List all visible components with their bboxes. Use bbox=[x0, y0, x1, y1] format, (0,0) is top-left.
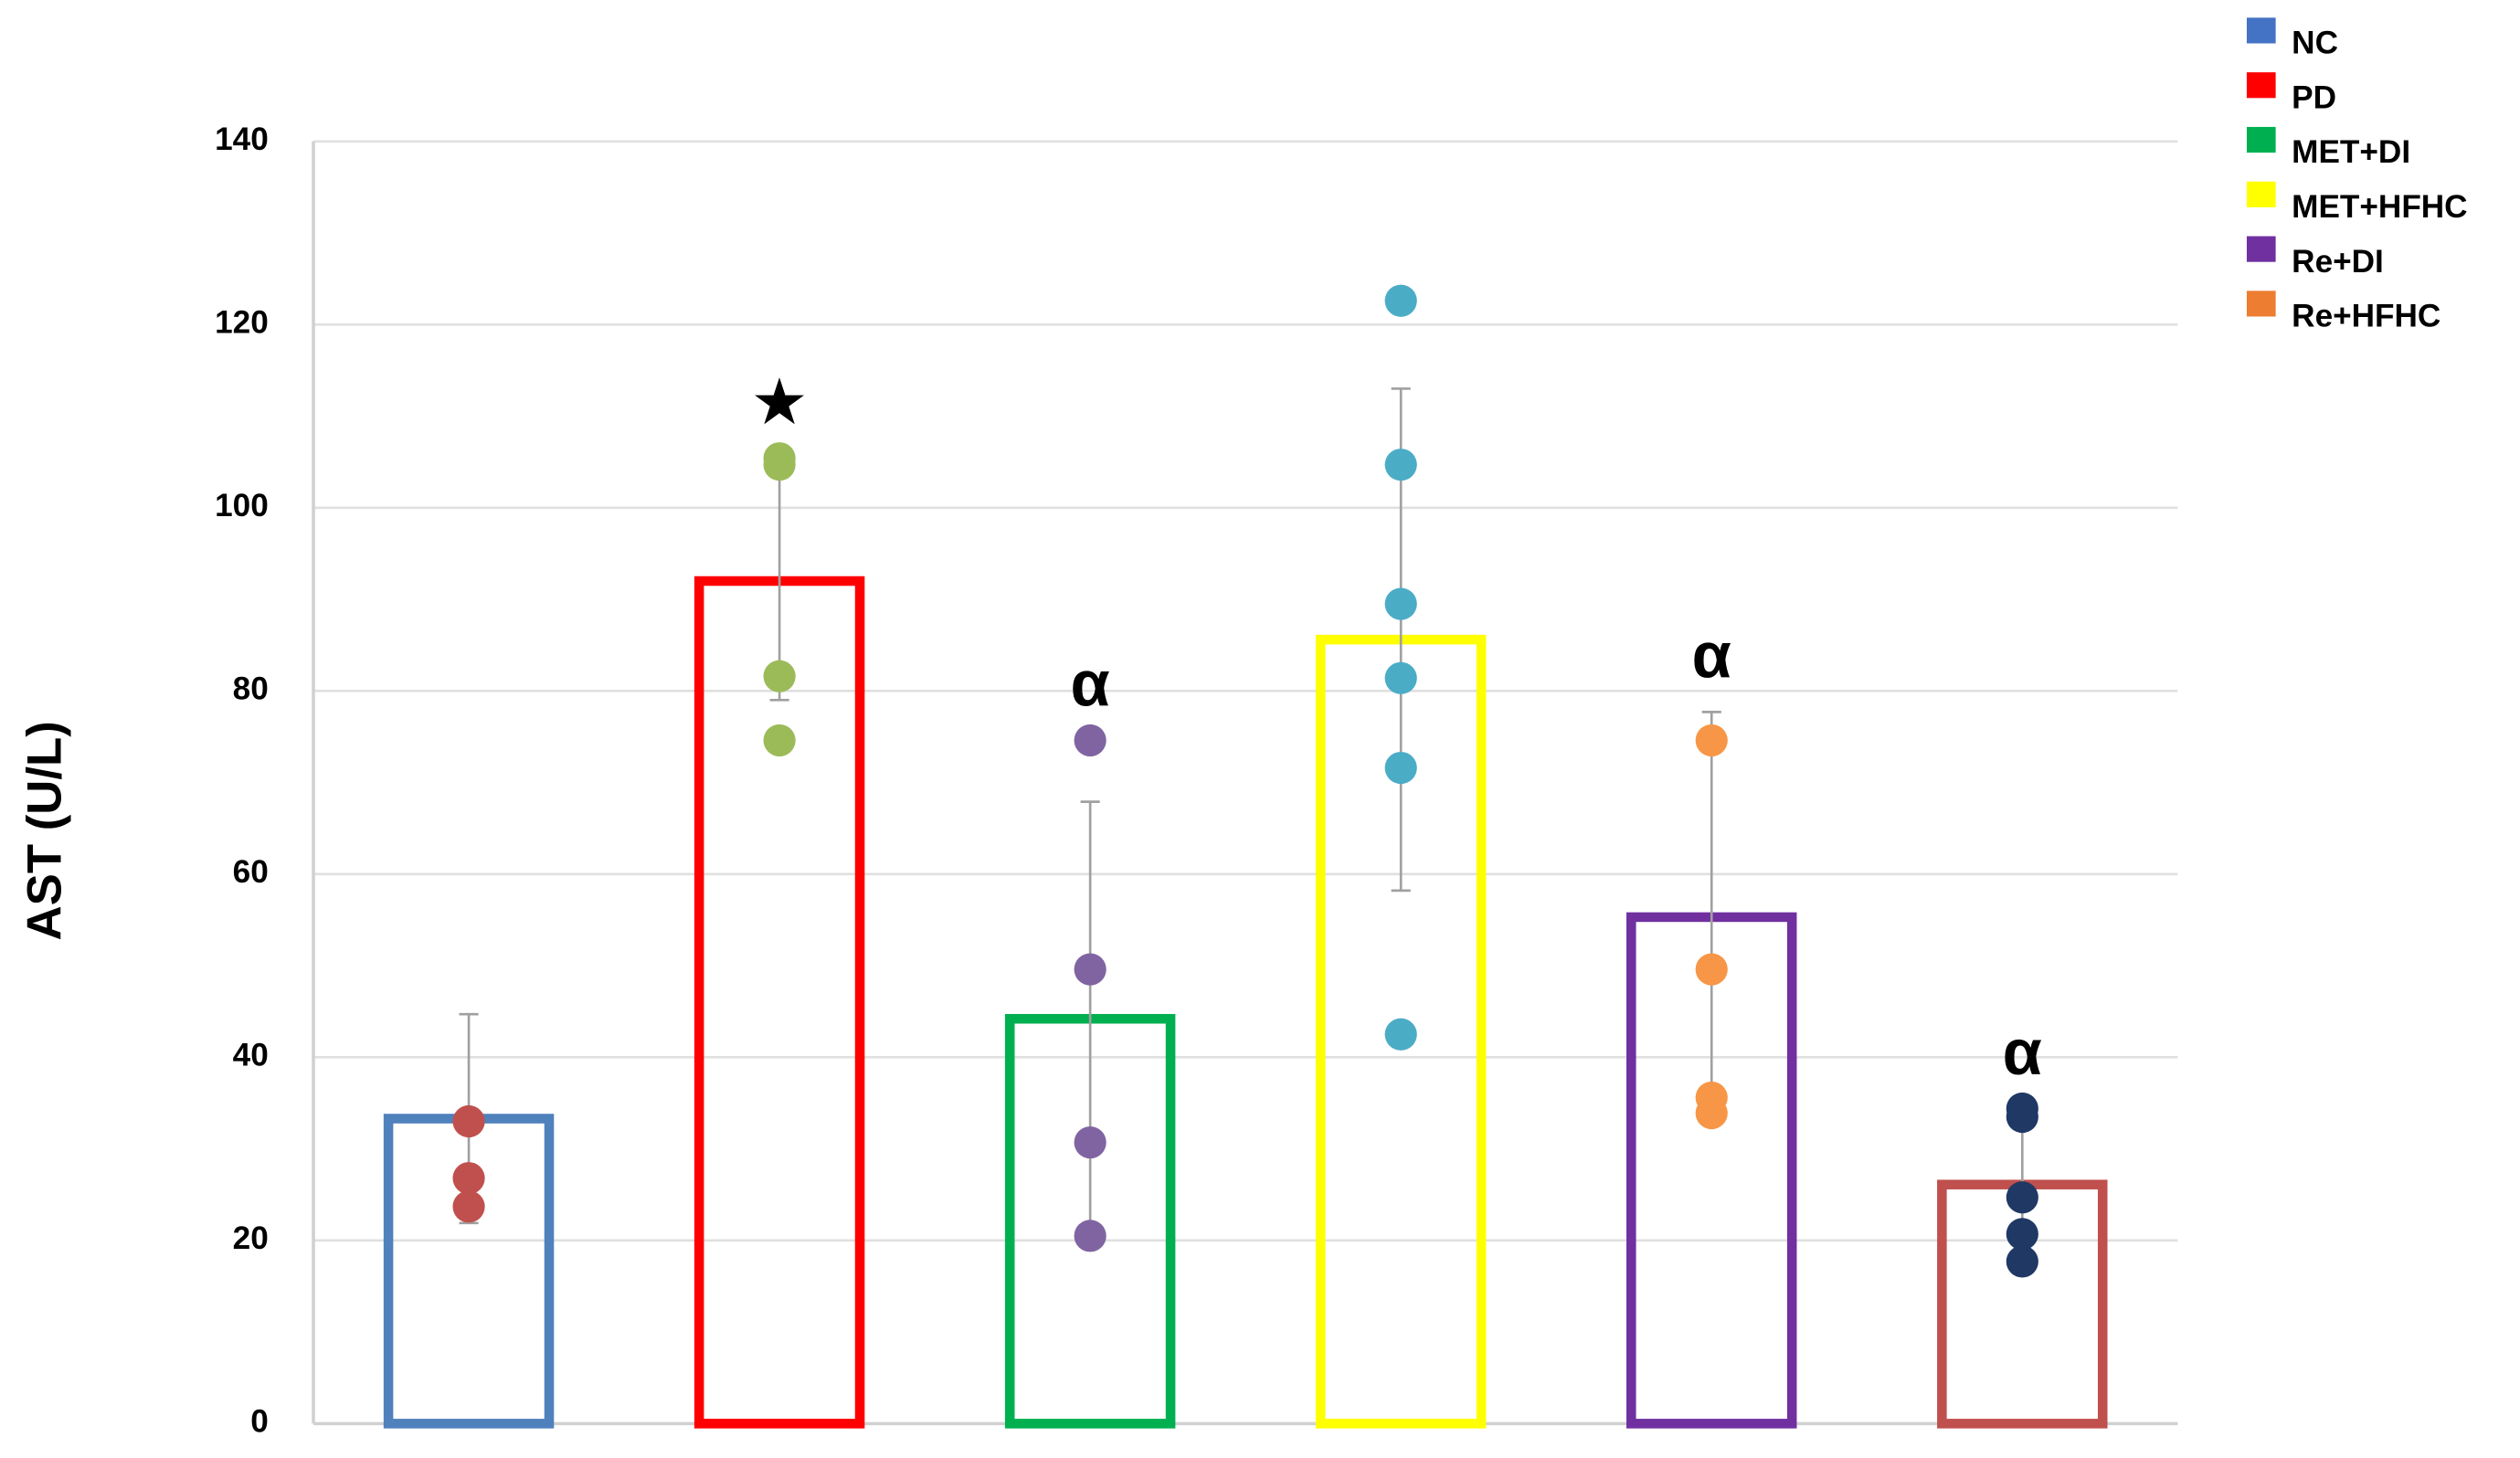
data-point bbox=[1384, 751, 1417, 785]
data-point bbox=[2006, 1100, 2038, 1134]
data-point bbox=[452, 1190, 485, 1223]
annotation: ★ bbox=[751, 365, 809, 438]
data-point bbox=[1074, 1125, 1106, 1159]
legend-label: Re+DI bbox=[2292, 244, 2384, 280]
data-point bbox=[763, 449, 796, 481]
legend-label: NC bbox=[2292, 26, 2338, 61]
legend-swatch bbox=[2246, 17, 2276, 44]
data-point bbox=[763, 660, 796, 692]
data-point bbox=[1074, 1220, 1106, 1252]
data-point bbox=[1384, 284, 1417, 317]
data-point bbox=[1384, 661, 1417, 694]
y-tick-label: 100 bbox=[215, 488, 269, 523]
data-point bbox=[452, 1104, 485, 1138]
data-point bbox=[2006, 1181, 2038, 1214]
data-point bbox=[1695, 953, 1728, 986]
legend-swatch bbox=[2246, 236, 2276, 262]
legend-swatch bbox=[2246, 126, 2276, 153]
y-tick-label: 140 bbox=[215, 122, 269, 157]
y-axis-label: AST (U/L) bbox=[18, 721, 72, 940]
annotation: α bbox=[1071, 648, 1110, 720]
y-tick-label: 40 bbox=[233, 1038, 269, 1073]
data-point bbox=[763, 724, 796, 757]
data-point bbox=[2006, 1218, 2038, 1251]
data-point bbox=[452, 1162, 485, 1195]
data-point bbox=[1074, 724, 1106, 757]
legend-label: MET+HFHC bbox=[2292, 189, 2467, 225]
annotation: α bbox=[1692, 619, 1731, 692]
y-tick-label: 20 bbox=[233, 1220, 269, 1256]
legend-swatch bbox=[2246, 181, 2276, 207]
data-point bbox=[1384, 587, 1417, 620]
data-point bbox=[2006, 1245, 2038, 1278]
data-point bbox=[1384, 449, 1417, 481]
legend-label: Re+HFHC bbox=[2292, 299, 2441, 334]
y-tick-label: 120 bbox=[215, 305, 269, 341]
data-point bbox=[1074, 953, 1106, 986]
data-point bbox=[1384, 1018, 1417, 1051]
data-point bbox=[1695, 724, 1728, 757]
y-tick-label: 60 bbox=[233, 854, 269, 890]
legend-swatch bbox=[2246, 291, 2276, 317]
y-tick-label: 0 bbox=[250, 1404, 269, 1440]
y-tick-label: 80 bbox=[233, 671, 269, 707]
annotation: α bbox=[2003, 1016, 2042, 1088]
data-point bbox=[1695, 1096, 1728, 1130]
bar bbox=[694, 576, 865, 1429]
legend-swatch bbox=[2246, 72, 2276, 99]
legend-label: MET+DI bbox=[2292, 134, 2410, 170]
legend-label: PD bbox=[2292, 79, 2336, 115]
